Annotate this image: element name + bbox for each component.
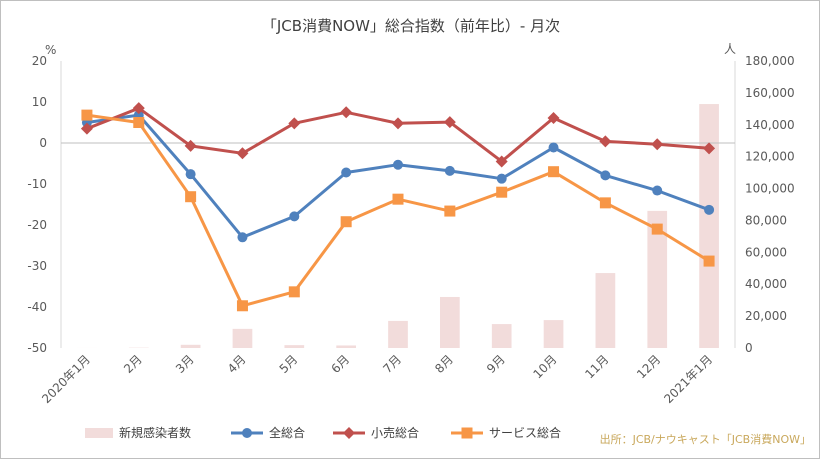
right-tick-label: 100,000 [745,182,795,196]
series-1-point [132,102,145,115]
right-tick-label: 180,000 [745,54,795,68]
bars-layer [77,104,719,348]
bar-12月 [647,210,668,348]
bar-9月 [491,324,512,348]
series-2-point [703,255,715,267]
series-2-point [81,109,93,121]
legend-swatch-bar [85,428,113,438]
series-0-point [548,142,559,153]
series-1-point [236,147,249,160]
left-tick-label: 20 [32,54,47,68]
series-line-2 [86,113,710,308]
left-tick-label: 10 [32,95,47,109]
bar-6月 [336,345,357,348]
series-0-point [652,185,663,196]
left-axis-unit: % [45,43,56,57]
right-tick-label: 120,000 [745,150,795,164]
legend-swatch-marker [242,428,252,438]
series-1-point [651,138,664,151]
bar-11月 [595,273,616,348]
source-note: 出所：JCB/ナウキャスト「JCB消費NOW」 [600,432,811,446]
bar-8月 [439,296,460,348]
series-2-point [599,197,611,209]
right-tick-label: 20,000 [745,309,787,323]
legend: 新規感染者数 全総合 小売総合 サービス総合 [85,425,561,440]
right-tick-label: 40,000 [745,277,787,291]
series-0-point [393,159,403,170]
series-2-point [133,117,145,128]
x-tick-label: 11月 [582,352,611,381]
series-2-point [651,223,663,235]
x-tick-label: 5月 [277,352,301,376]
x-tick-label: 3月 [173,352,197,376]
series-1-point [80,122,93,135]
x-tick-label: 10月 [530,352,559,381]
series-1-point [547,111,560,124]
series-line-1 [86,106,710,163]
bar-10月 [543,320,564,348]
x-tick-label: 2021年1月 [661,352,715,406]
left-tick-label: -20 [27,218,47,232]
right-tick-label: 140,000 [745,118,795,132]
bar-5月 [284,345,305,348]
lines-layer [80,102,716,312]
series-1-point [392,117,404,130]
series-0-point [496,173,507,184]
x-tick-label: 2月 [121,352,145,376]
x-tick-label: 8月 [432,352,456,376]
series-2-point [496,186,508,198]
series-2-point [392,193,404,205]
right-tick-label: 0 [745,341,753,355]
right-tick-label: 160,000 [745,86,795,100]
series-0-point [600,170,611,181]
x-tick-label: 9月 [484,352,508,376]
series-2-point [236,300,248,312]
x-tick-label: 4月 [225,352,249,376]
series-1-point [288,117,301,130]
legend-label: 新規感染者数 [119,425,191,440]
right-axis-unit: 人 [724,42,736,56]
legend-swatch-marker [343,427,355,439]
bar-2021年1月 [699,104,719,348]
bar-7月 [388,320,408,348]
series-1-point [703,142,716,155]
right-tick-label: 60,000 [745,245,787,259]
series-0-point [341,167,352,178]
series-0-point [289,211,300,222]
x-tick-label: 7月 [380,352,404,376]
x-tick-label: 2020年1月 [39,352,93,406]
series-1-point [340,106,353,119]
legend-swatch-marker [461,427,473,439]
left-tick-label: 0 [39,136,47,150]
legend-label: 全総合 [269,425,305,440]
series-0-point [704,204,715,215]
right-tick-label: 80,000 [745,213,787,227]
left-tick-label: -10 [27,177,47,191]
bar-3月 [180,344,201,348]
bar-4月 [232,328,253,348]
left-tick-label: -30 [27,259,47,273]
chart-title: 「JCB消費NOW」総合指数（前年比）- 月次 [262,17,560,35]
series-2-point [288,286,300,298]
series-0-point [444,165,455,176]
series-1-point [443,116,456,129]
series-line-0 [86,113,710,239]
left-tick-label: -50 [27,341,47,355]
series-0-point [237,232,248,243]
series-1-point [599,135,612,148]
series-2-point [444,205,456,217]
series-1-point [495,155,508,168]
series-0-point [185,169,196,180]
x-tick-label: 6月 [328,352,352,376]
legend-label: 小売総合 [371,425,419,440]
series-2-point [548,166,560,178]
series-2-point [185,191,197,203]
series-2-point [340,216,352,228]
legend-label: サービス総合 [489,425,561,440]
x-tick-label: 12月 [634,352,663,381]
series-1-point [184,139,197,152]
left-tick-label: -40 [27,300,47,314]
